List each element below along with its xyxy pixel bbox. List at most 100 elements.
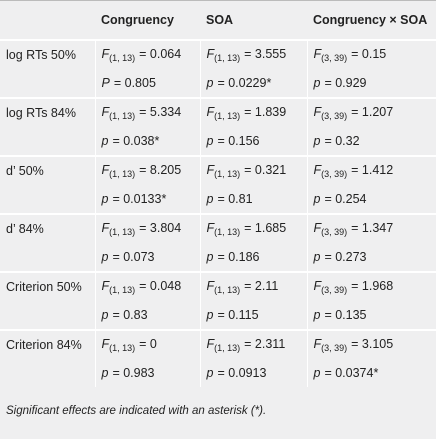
- f-cell: F(3, 39) = 1.968: [306, 271, 436, 301]
- value: = 0.0229*: [217, 76, 272, 90]
- stat: F: [206, 163, 215, 177]
- df: (1, 13): [214, 227, 241, 237]
- value: = 2.311: [244, 337, 286, 351]
- stat: F: [206, 337, 215, 351]
- stat: F: [101, 221, 110, 235]
- value: = 0.073: [112, 250, 155, 264]
- p-cell: p = 0.0229*: [199, 69, 307, 98]
- stat: F: [101, 279, 110, 293]
- stat: p: [313, 134, 321, 148]
- row-label: Criterion 84%: [0, 329, 95, 359]
- p-cell: p = 0.073: [94, 243, 200, 272]
- p-cell: p = 0.273: [306, 243, 436, 272]
- p-cell: p = 0.0133*: [94, 185, 200, 214]
- value: = 0.048: [139, 279, 182, 293]
- p-cell: p = 0.929: [306, 69, 436, 98]
- f-row: d’ 84% F(1, 13) = 3.804 F(1, 13) = 1.685 F(3,…: [0, 213, 436, 243]
- stat: F: [313, 221, 322, 235]
- df: (1, 13): [214, 169, 241, 179]
- df: (3, 39): [321, 111, 348, 121]
- stat: F: [101, 163, 110, 177]
- f-cell: F(1, 13) = 1.839: [199, 97, 307, 127]
- stat: p: [206, 308, 214, 322]
- p-cell: p = 0.32: [306, 127, 436, 156]
- value: = 3.555: [244, 47, 287, 61]
- df: (1, 13): [109, 111, 136, 121]
- corner: [0, 0, 95, 41]
- p-row: p = 0.983 p = 0.0913 p = 0.0374*: [0, 359, 436, 387]
- f-cell: F(1, 13) = 2.311: [199, 329, 307, 359]
- value: = 1.968: [351, 279, 394, 293]
- value: = 0.929: [324, 76, 367, 90]
- p-cell: p = 0.0913: [199, 359, 307, 387]
- p-row: p = 0.073 p = 0.186 p = 0.273: [0, 243, 436, 272]
- stat: p: [206, 76, 214, 90]
- value: = 0.0913: [217, 366, 267, 380]
- row-label-spacer: [0, 127, 95, 156]
- row-label-spacer: [0, 359, 95, 387]
- row-label-spacer: [0, 301, 95, 330]
- header-row: Congruency SOA Congruency × SOA: [0, 0, 436, 41]
- value: = 0.0133*: [112, 192, 167, 206]
- value: = 2.11: [244, 279, 279, 293]
- p-cell: p = 0.186: [199, 243, 307, 272]
- stat: p: [206, 192, 214, 206]
- row-label-spacer: [0, 185, 95, 214]
- column-header: Congruency: [95, 0, 200, 41]
- df: (3, 39): [321, 227, 348, 237]
- value: = 0.156: [217, 134, 260, 148]
- stat: F: [313, 47, 322, 61]
- p-cell: p = 0.81: [199, 185, 307, 214]
- column-header: Congruency × SOA: [307, 0, 436, 41]
- p-cell: p = 0.115: [199, 301, 307, 330]
- f-cell: F(1, 13) = 8.205: [94, 155, 200, 185]
- df: (1, 13): [214, 285, 241, 295]
- row-label-spacer: [0, 243, 95, 272]
- df: (1, 13): [109, 343, 136, 353]
- value: = 0.186: [217, 250, 260, 264]
- f-row: Criterion 50% F(1, 13) = 0.048 F(1, 13) = 2.…: [0, 271, 436, 301]
- p-row: p = 0.83 p = 0.115 p = 0.135: [0, 301, 436, 330]
- stat: F: [206, 279, 215, 293]
- f-cell: F(3, 39) = 3.105: [306, 329, 436, 359]
- stat: F: [206, 221, 215, 235]
- f-cell: F(1, 13) = 3.555: [199, 39, 307, 69]
- row-label: d’ 50%: [0, 155, 95, 185]
- value: = 0.115: [217, 308, 259, 322]
- value: = 1.207: [351, 105, 394, 119]
- results-table: Congruency SOA Congruency × SOA log RTs 50…: [0, 0, 436, 387]
- f-row: Criterion 84% F(1, 13) = 0 F(1, 13) = 2.311 F…: [0, 329, 436, 359]
- p-cell: p = 0.038*: [94, 127, 200, 156]
- p-row: P = 0.805 p = 0.0229* p = 0.929: [0, 69, 436, 98]
- f-cell: F(3, 39) = 1.412: [306, 155, 436, 185]
- value: = 3.804: [139, 221, 182, 235]
- stat: p: [313, 76, 321, 90]
- df: (1, 13): [109, 285, 136, 295]
- value: = 0.83: [112, 308, 148, 322]
- row-label: Criterion 50%: [0, 271, 95, 301]
- row-label: log RTs 84%: [0, 97, 95, 127]
- p-cell: p = 0.254: [306, 185, 436, 214]
- df: (1, 13): [109, 227, 136, 237]
- row-label: log RTs 50%: [0, 39, 95, 69]
- value: = 0.135: [324, 308, 367, 322]
- stat: p: [101, 250, 109, 264]
- f-row: d’ 50% F(1, 13) = 8.205 F(1, 13) = 0.321 F(3,…: [0, 155, 436, 185]
- footnote: Significant effects are indicated with a…: [6, 405, 267, 417]
- f-row: log RTs 50% F(1, 13) = 0.064 F(1, 13) = 3.55…: [0, 39, 436, 69]
- value: = 0.254: [324, 192, 367, 206]
- value: = 0: [139, 337, 157, 351]
- stat: p: [206, 366, 214, 380]
- row-label: d’ 84%: [0, 213, 95, 243]
- stat: F: [313, 163, 322, 177]
- stat: F: [313, 337, 322, 351]
- stat: p: [313, 250, 321, 264]
- f-cell: F(1, 13) = 3.804: [94, 213, 200, 243]
- f-cell: F(1, 13) = 0.064: [94, 39, 200, 69]
- value: = 1.839: [244, 105, 287, 119]
- df: (1, 13): [214, 53, 241, 63]
- stat: p: [313, 308, 321, 322]
- p-cell: p = 0.156: [199, 127, 307, 156]
- p-cell: p = 0.135: [306, 301, 436, 330]
